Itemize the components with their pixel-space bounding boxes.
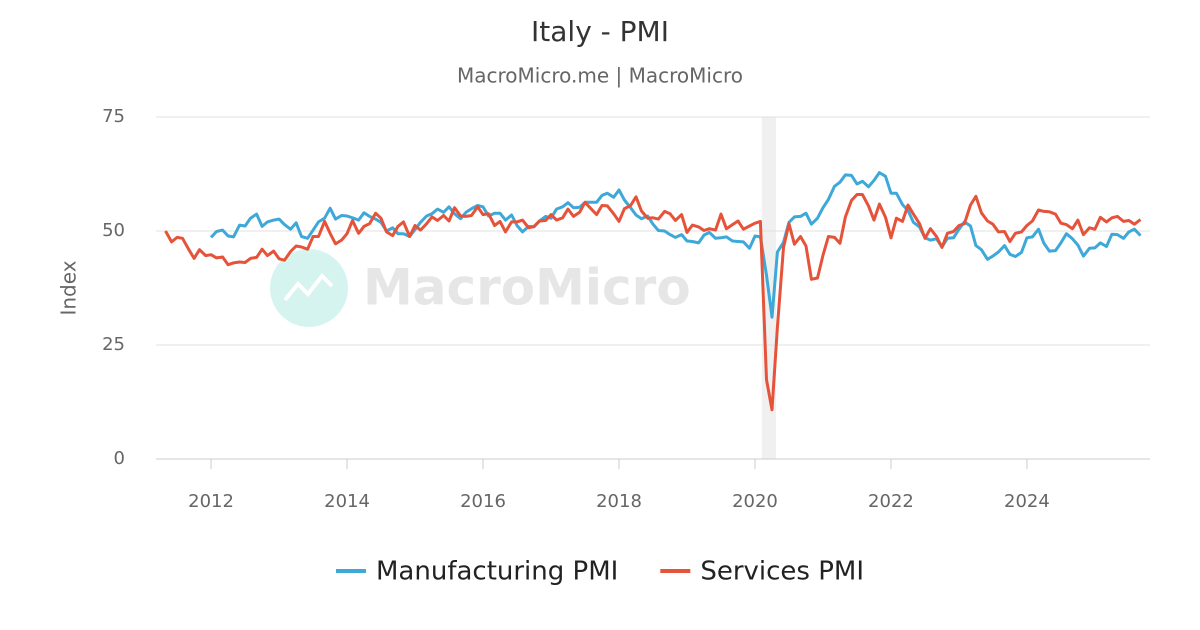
chart-title: Italy - PMI xyxy=(531,15,669,48)
x-tick-label: 2020 xyxy=(732,491,778,512)
y-tick-label: 0 xyxy=(114,448,125,469)
y-tick-label: 25 xyxy=(102,334,125,355)
series-line xyxy=(164,193,1142,412)
x-tick-label: 2024 xyxy=(1004,491,1050,512)
x-tick-label: 2014 xyxy=(324,491,370,512)
chart-subtitle: MacroMicro.me | MacroMicro xyxy=(457,64,743,88)
x-tick-label: 2016 xyxy=(460,491,506,512)
x-tick-label: 2012 xyxy=(188,491,234,512)
x-tick-label: 2022 xyxy=(868,491,914,512)
series-line xyxy=(209,171,1142,319)
legend-label: Manufacturing PMI xyxy=(376,557,618,587)
y-axis-label: Index xyxy=(57,260,81,315)
legend-label: Services PMI xyxy=(700,557,864,587)
x-tick-label: 2018 xyxy=(596,491,642,512)
watermark-logo xyxy=(270,249,348,327)
watermark: MacroMicro xyxy=(363,259,691,317)
y-tick-label: 50 xyxy=(102,220,125,241)
legend: Manufacturing PMI Services PMI xyxy=(335,557,864,587)
y-tick-label: 75 xyxy=(102,106,125,127)
